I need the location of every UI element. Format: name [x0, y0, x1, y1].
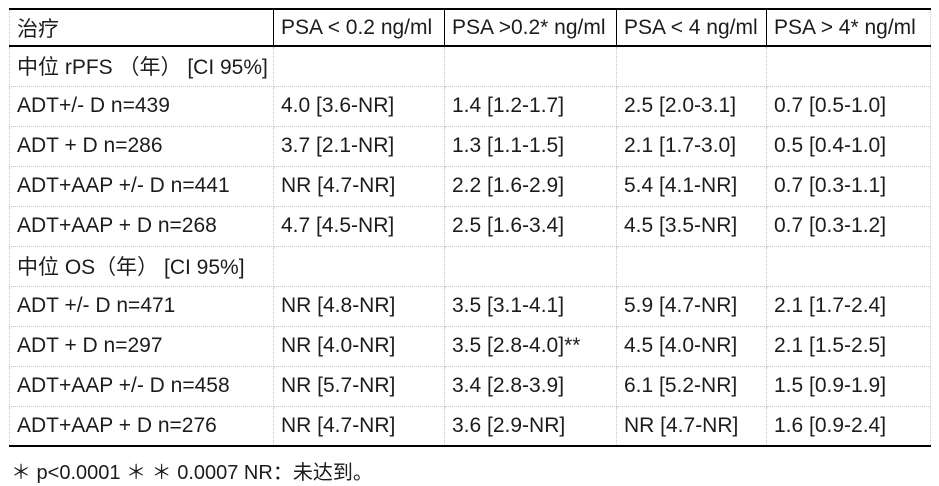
data-cell: 0.5 [0.4-1.0]: [766, 125, 931, 167]
data-cell: 1.5 [0.9-1.9]: [766, 365, 931, 407]
header-cell-psa-lt-4: PSA < 4 ng/ml: [616, 8, 767, 47]
table-row: ADT+/- D n=439 4.0 [3.6-NR] 1.4 [1.2-1.7…: [9, 85, 931, 127]
data-cell: 4.5 [3.5-NR]: [616, 205, 767, 247]
treatment-cell: ADT+AAP +/- D n=441: [9, 165, 274, 207]
data-cell: 4.7 [4.5-NR]: [273, 205, 445, 247]
data-cell: NR [4.8-NR]: [273, 285, 445, 327]
data-cell: 4.0 [3.6-NR]: [273, 85, 445, 127]
treatment-cell: ADT+/- D n=439: [9, 85, 274, 127]
data-cell: NR [4.7-NR]: [273, 165, 445, 207]
data-cell: 2.5 [2.0-3.1]: [616, 85, 767, 127]
data-cell: [273, 245, 445, 287]
data-cell: 5.9 [4.7-NR]: [616, 285, 767, 327]
data-cell: 2.1 [1.7-2.4]: [766, 285, 931, 327]
psa-outcomes-table: 治疗 PSA < 0.2 ng/ml PSA >0.2* ng/ml PSA <…: [9, 8, 931, 447]
table-row: ADT+AAP + D n=268 4.7 [4.5-NR] 2.5 [1.6-…: [9, 205, 931, 247]
data-cell: NR [5.7-NR]: [273, 365, 445, 407]
data-cell: 0.7 [0.5-1.0]: [766, 85, 931, 127]
data-cell: [273, 45, 445, 87]
data-cell: 6.1 [5.2-NR]: [616, 365, 767, 407]
table-row: ADT + D n=286 3.7 [2.1-NR] 1.3 [1.1-1.5]…: [9, 125, 931, 167]
data-cell: [444, 245, 617, 287]
data-cell: 2.1 [1.7-3.0]: [616, 125, 767, 167]
table-row: ADT+AAP +/- D n=458 NR [5.7-NR] 3.4 [2.8…: [9, 365, 931, 407]
data-cell: 1.6 [0.9-2.4]: [766, 405, 931, 447]
data-cell: [766, 245, 931, 287]
treatment-cell: ADT + D n=297: [9, 325, 274, 367]
data-cell: [444, 45, 617, 87]
section-label: 中位 OS（年） [CI 95%]: [9, 245, 274, 287]
data-cell: 5.4 [4.1-NR]: [616, 165, 767, 207]
table-row: ADT+AAP +/- D n=441 NR [4.7-NR] 2.2 [1.6…: [9, 165, 931, 207]
data-cell: 3.4 [2.8-3.9]: [444, 365, 617, 407]
section-row-rpfs: 中位 rPFS （年） [CI 95%]: [9, 45, 931, 87]
data-cell: 3.5 [2.8-4.0]**: [444, 325, 617, 367]
section-label: 中位 rPFS （年） [CI 95%]: [9, 45, 274, 87]
data-cell: 0.7 [0.3-1.2]: [766, 205, 931, 247]
data-cell: 3.5 [3.1-4.1]: [444, 285, 617, 327]
data-cell: 2.1 [1.5-2.5]: [766, 325, 931, 367]
table-row: ADT + D n=297 NR [4.0-NR] 3.5 [2.8-4.0]*…: [9, 325, 931, 367]
treatment-cell: ADT+AAP +/- D n=458: [9, 365, 274, 407]
footnote: ＊ p<0.0001 ＊ ＊ 0.0007 NR：未达到。: [11, 462, 373, 484]
table-header-row: 治疗 PSA < 0.2 ng/ml PSA >0.2* ng/ml PSA <…: [9, 8, 931, 47]
data-cell: 4.5 [4.0-NR]: [616, 325, 767, 367]
data-cell: NR [4.0-NR]: [273, 325, 445, 367]
data-cell: NR [4.7-NR]: [616, 405, 767, 447]
treatment-cell: ADT+AAP + D n=276: [9, 405, 274, 447]
treatment-cell: ADT+AAP + D n=268: [9, 205, 274, 247]
data-cell: 0.7 [0.3-1.1]: [766, 165, 931, 207]
treatment-cell: ADT +/- D n=471: [9, 285, 274, 327]
table-row: ADT +/- D n=471 NR [4.8-NR] 3.5 [3.1-4.1…: [9, 285, 931, 327]
data-cell: 2.2 [1.6-2.9]: [444, 165, 617, 207]
data-cell: [616, 45, 767, 87]
header-cell-psa-gt-02: PSA >0.2* ng/ml: [444, 8, 617, 47]
data-cell: 3.7 [2.1-NR]: [273, 125, 445, 167]
header-cell-psa-lt-02: PSA < 0.2 ng/ml: [273, 8, 445, 47]
section-row-os: 中位 OS（年） [CI 95%]: [9, 245, 931, 287]
data-cell: 1.4 [1.2-1.7]: [444, 85, 617, 127]
data-cell: [766, 45, 931, 87]
data-cell: 2.5 [1.6-3.4]: [444, 205, 617, 247]
data-cell: [616, 245, 767, 287]
treatment-cell: ADT + D n=286: [9, 125, 274, 167]
header-cell-psa-gt-4: PSA > 4* ng/ml: [766, 8, 931, 47]
table-row: ADT+AAP + D n=276 NR [4.7-NR] 3.6 [2.9-N…: [9, 405, 931, 447]
data-cell: 1.3 [1.1-1.5]: [444, 125, 617, 167]
data-cell: NR [4.7-NR]: [273, 405, 445, 447]
header-cell-treatment: 治疗: [9, 8, 274, 47]
data-cell: 3.6 [2.9-NR]: [444, 405, 617, 447]
